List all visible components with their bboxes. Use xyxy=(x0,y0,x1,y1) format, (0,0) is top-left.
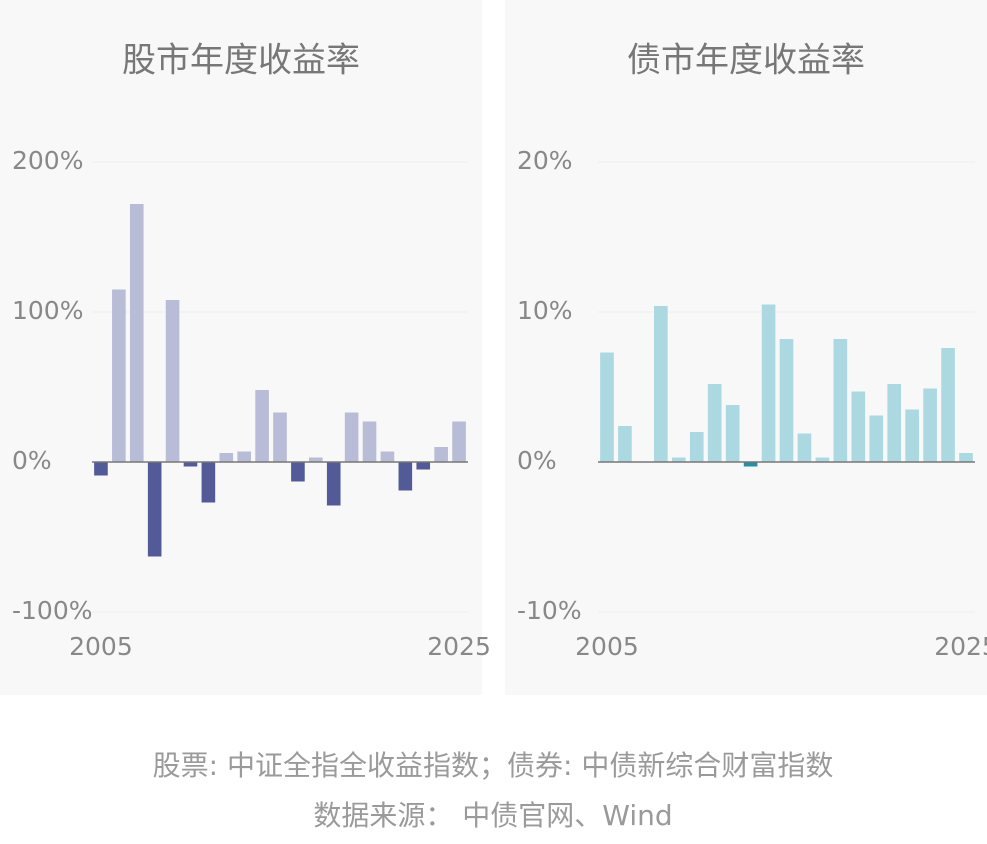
footer-note: 股票: 中证全指全收益指数；债券: 中债新综合财富指数 xyxy=(153,749,834,782)
y-tick-label: -10% xyxy=(517,596,582,625)
bar xyxy=(416,462,431,470)
x-tick-label: 2025 xyxy=(934,632,987,661)
bar xyxy=(255,390,269,462)
x-tick-label: 2005 xyxy=(69,632,133,661)
bar xyxy=(147,462,162,557)
bar xyxy=(452,421,466,462)
bar xyxy=(797,433,812,462)
bar xyxy=(165,300,180,462)
y-tick-label: 10% xyxy=(517,296,573,325)
bar xyxy=(941,348,955,462)
bar xyxy=(273,412,287,462)
bar xyxy=(618,426,632,462)
chart-title: 股市年度收益率 xyxy=(122,41,360,81)
bar xyxy=(887,384,902,462)
y-tick-label: -100% xyxy=(12,596,93,625)
bar xyxy=(112,289,126,462)
bar xyxy=(761,304,776,462)
bar xyxy=(398,462,413,491)
bar xyxy=(183,462,198,467)
bar xyxy=(815,457,830,462)
chart-title: 债市年度收益率 xyxy=(627,41,865,81)
bar xyxy=(344,412,359,462)
bar xyxy=(380,451,395,462)
y-tick-label: 200% xyxy=(12,146,83,175)
bar xyxy=(707,384,722,462)
bar xyxy=(201,462,216,503)
bar xyxy=(362,421,377,462)
bar xyxy=(905,409,919,462)
bar xyxy=(434,447,448,462)
y-tick-label: 0% xyxy=(517,446,557,475)
bar xyxy=(833,339,848,462)
bar xyxy=(743,462,758,467)
bar xyxy=(94,462,108,476)
footer-source: 数据来源： 中债官网、Wind xyxy=(313,799,672,832)
bar xyxy=(959,453,973,462)
bar xyxy=(326,462,341,506)
x-tick-label: 2025 xyxy=(427,632,491,661)
y-tick-label: 20% xyxy=(517,146,573,175)
y-tick-label: 100% xyxy=(12,296,83,325)
x-tick-label: 2005 xyxy=(575,632,639,661)
bar xyxy=(129,204,144,462)
bar xyxy=(291,462,305,482)
panel xyxy=(0,0,482,695)
bar xyxy=(869,415,884,462)
bar xyxy=(923,388,937,462)
y-tick-label: 0% xyxy=(12,446,52,475)
bar xyxy=(309,457,323,462)
bar xyxy=(219,453,234,462)
bar xyxy=(779,339,794,462)
bar xyxy=(654,306,668,462)
bar xyxy=(689,432,704,462)
bar xyxy=(725,405,740,462)
panel xyxy=(505,0,987,695)
bar xyxy=(237,451,251,462)
bar xyxy=(671,457,686,462)
bar xyxy=(851,391,866,462)
bar xyxy=(600,352,614,462)
